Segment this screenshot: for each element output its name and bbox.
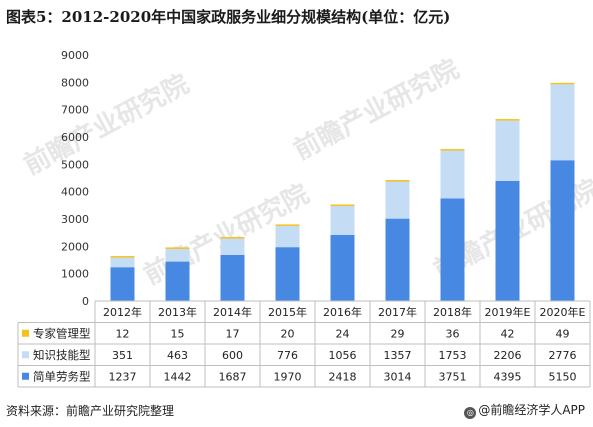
data-label: 3014 bbox=[384, 370, 412, 383]
bar-segment bbox=[385, 218, 410, 301]
bar-segment bbox=[275, 224, 300, 226]
y-tick-label: 2000 bbox=[61, 240, 89, 253]
bar-segment bbox=[495, 120, 520, 181]
data-table: 2012年 2013年 2014年 2015年 2016年 2017年 2018年 2019年… bbox=[17, 300, 591, 388]
bar-segment bbox=[165, 261, 190, 301]
x-tick-label: 2012年 bbox=[103, 305, 142, 319]
x-tick-label: 2017年 bbox=[378, 305, 417, 319]
brand-text: @前瞻经济学人APP bbox=[478, 403, 585, 417]
bar-segment bbox=[165, 248, 190, 262]
data-label: 17 bbox=[226, 327, 240, 340]
bar-segment bbox=[275, 247, 300, 301]
y-tick-label: 4000 bbox=[61, 186, 89, 199]
data-label: 1442 bbox=[164, 370, 192, 383]
bar-segment bbox=[440, 198, 465, 301]
data-label: 1056 bbox=[329, 349, 357, 362]
data-label: 1753 bbox=[439, 349, 467, 362]
data-label: 2418 bbox=[329, 370, 357, 383]
data-label: 2776 bbox=[549, 349, 577, 362]
x-tick-label: 2016年 bbox=[323, 305, 362, 319]
chart-title: 图表5：2012-2020年中国家政服务业细分规模结构(单位：亿元) bbox=[6, 8, 451, 26]
bar-segment bbox=[550, 82, 575, 85]
y-tick-label: 0 bbox=[82, 295, 89, 308]
data-label: 1970 bbox=[274, 370, 302, 383]
data-label: 1237 bbox=[109, 370, 137, 383]
y-tick-label: 8000 bbox=[61, 76, 89, 89]
watermark-text: 前瞻产业研究院 bbox=[19, 68, 194, 181]
data-label: 463 bbox=[167, 349, 188, 362]
brand-icon: ◎ bbox=[464, 407, 477, 419]
bar-segment bbox=[385, 180, 410, 182]
bar-segment bbox=[220, 238, 245, 255]
bars bbox=[110, 82, 575, 301]
x-tick-label: 2020年E bbox=[540, 305, 586, 319]
data-label: 4395 bbox=[494, 370, 522, 383]
bar-segment bbox=[550, 84, 575, 161]
legend-label: 专家管理型 bbox=[33, 326, 91, 340]
y-tick-label: 5000 bbox=[61, 158, 89, 171]
y-tick-label: 1000 bbox=[61, 268, 89, 281]
x-tick-label: 2014年 bbox=[213, 305, 252, 319]
x-tick-label: 2015年 bbox=[268, 305, 307, 319]
data-label: 42 bbox=[501, 327, 515, 340]
y-tick-label: 9000 bbox=[61, 49, 89, 62]
bar-segment bbox=[330, 234, 355, 301]
bar-segment bbox=[385, 181, 410, 219]
bar-segment bbox=[110, 256, 135, 258]
y-tick-label: 7000 bbox=[61, 104, 89, 117]
bar-segment bbox=[275, 225, 300, 248]
bar-segment bbox=[330, 204, 355, 207]
bar-segment bbox=[330, 206, 355, 235]
data-label: 12 bbox=[116, 327, 130, 340]
x-tick-label: 2013年 bbox=[158, 305, 197, 319]
x-tick-label: 2019年E bbox=[485, 305, 531, 319]
bar-segment bbox=[165, 247, 190, 249]
data-label: 2206 bbox=[494, 349, 522, 362]
data-label: 36 bbox=[446, 327, 460, 340]
y-tick-label: 3000 bbox=[61, 213, 89, 226]
legend-swatch bbox=[22, 351, 29, 359]
y-axis-ticks: 0 1000 2000 3000 4000 5000 6000 7000 8000 9000 bbox=[61, 49, 89, 308]
data-label: 351 bbox=[112, 349, 133, 362]
data-label: 29 bbox=[391, 327, 405, 340]
legend-label: 简单劳务型 bbox=[33, 369, 91, 383]
brand-credit: ◎ @前瞻经济学人APP bbox=[464, 401, 585, 419]
bar-segment bbox=[440, 150, 465, 199]
bar-segment bbox=[495, 119, 520, 121]
data-label: 49 bbox=[556, 327, 570, 340]
bar-segment bbox=[220, 236, 245, 239]
data-label: 776 bbox=[277, 349, 298, 362]
y-tick-label: 6000 bbox=[61, 131, 89, 144]
data-label: 24 bbox=[336, 327, 350, 340]
legend-swatch bbox=[22, 372, 29, 380]
bar-segment bbox=[110, 267, 135, 301]
watermark-text: 前瞻产业研究院 bbox=[289, 53, 464, 166]
source-note: 资料来源：前瞻产业研究院整理 bbox=[6, 404, 175, 418]
data-label: 600 bbox=[222, 349, 243, 362]
x-tick-label: 2018年 bbox=[433, 305, 472, 319]
legend-swatch bbox=[22, 329, 29, 337]
legend-label: 知识技能型 bbox=[33, 348, 91, 362]
data-label: 5150 bbox=[549, 370, 577, 383]
data-label: 1687 bbox=[219, 370, 247, 383]
bar-segment bbox=[220, 254, 245, 301]
bar-segment bbox=[110, 257, 135, 268]
data-label: 15 bbox=[171, 327, 185, 340]
data-label: 20 bbox=[281, 327, 295, 340]
bar-segment bbox=[550, 160, 575, 301]
bar-segment bbox=[495, 180, 520, 301]
bar-segment bbox=[440, 149, 465, 151]
data-label: 3751 bbox=[439, 370, 467, 383]
data-label: 1357 bbox=[384, 349, 412, 362]
